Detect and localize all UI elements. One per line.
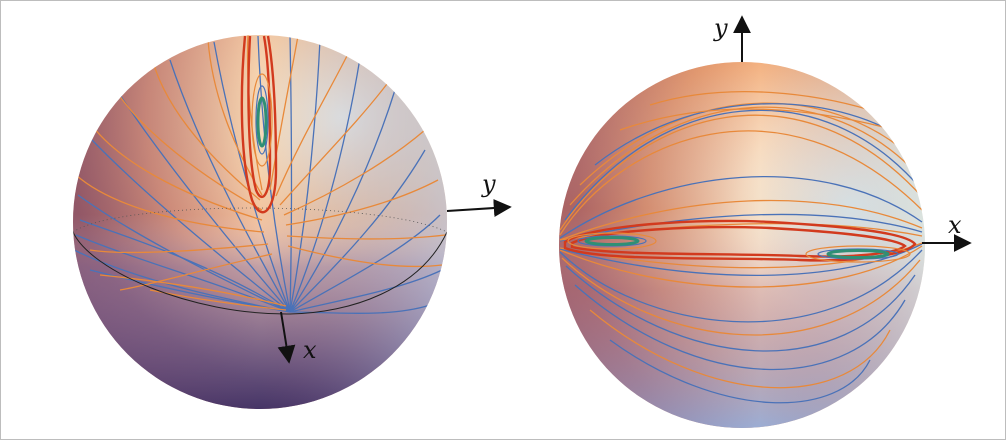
left-sphere-side-shade <box>73 35 447 409</box>
left-trajectories <box>73 35 447 315</box>
right-sphere <box>559 62 925 428</box>
right-limit-cycle-left <box>584 236 640 246</box>
left-y-axis-arrow <box>446 199 512 218</box>
left-x-axis-label: x <box>303 336 317 364</box>
right-upper-trajectories <box>559 90 925 242</box>
left-x-axis-arrow <box>277 311 296 364</box>
left-limit-cycle <box>256 96 268 148</box>
right-lower-trajectories <box>559 242 923 404</box>
right-x-axis-label: x <box>948 211 962 239</box>
right-limit-cycle-right <box>826 249 890 259</box>
right-axes: y x <box>713 14 972 252</box>
right-trajectories <box>559 90 925 404</box>
left-separatrix <box>240 35 278 214</box>
left-equator <box>73 231 447 315</box>
left-sphere <box>73 35 447 409</box>
right-y-axis-label: y <box>713 14 728 42</box>
left-y-axis-label: y <box>481 170 496 198</box>
right-separatrix <box>563 219 917 262</box>
left-axes: y x <box>277 170 512 364</box>
